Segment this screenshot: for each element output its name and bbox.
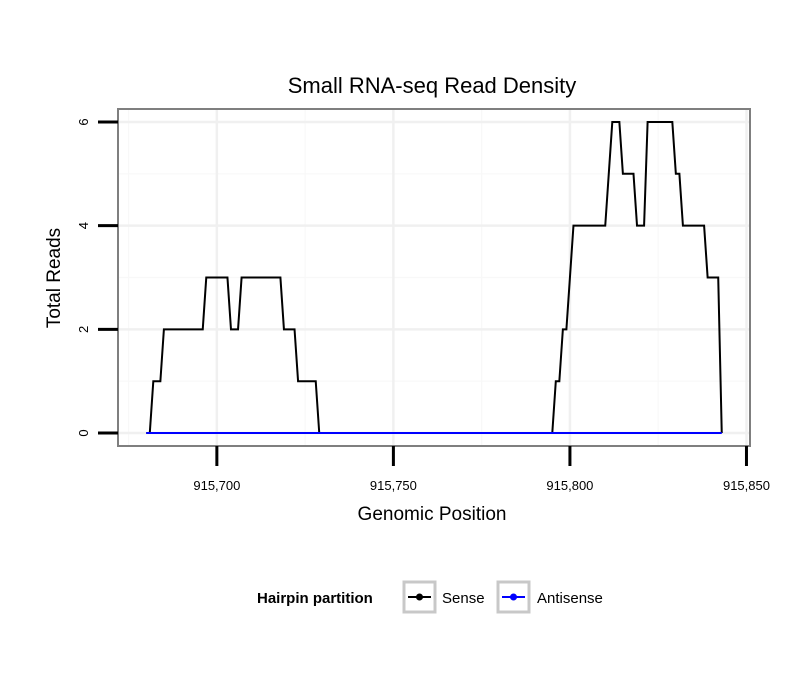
x-tick-label: 915,800 <box>546 478 593 493</box>
y-axis-ticks: 0 2 4 6 <box>76 118 118 437</box>
y-tick-label: 6 <box>76 118 91 125</box>
y-tick-label: 2 <box>76 326 91 333</box>
y-tick-label: 0 <box>76 429 91 436</box>
legend-item-antisense: Antisense <box>496 580 603 614</box>
x-tick-label: 915,750 <box>370 478 417 493</box>
x-tick-label: 915,700 <box>193 478 240 493</box>
x-axis-title: Genomic Position <box>358 504 507 525</box>
x-axis-ticks: 915,700 915,750 915,800 915,850 <box>193 446 770 493</box>
series-lines <box>146 120 723 435</box>
y-axis-title: Total Reads <box>44 228 65 328</box>
chart-title: Small RNA-seq Read Density <box>288 73 577 98</box>
legend-item-sense: Sense <box>402 580 485 614</box>
y-tick-label: 4 <box>76 222 91 229</box>
x-tick-label: 915,850 <box>723 478 770 493</box>
legend-label-sense: Sense <box>442 590 485 607</box>
plot-border <box>117 108 751 447</box>
legend-marker-antisense <box>510 593 517 601</box>
legend: Hairpin partition Sense Antisense <box>257 580 603 614</box>
legend-label-antisense: Antisense <box>537 590 603 607</box>
legend-marker-sense <box>416 593 423 601</box>
legend-title: Hairpin partition <box>257 590 373 607</box>
series-line-sense <box>146 120 723 435</box>
